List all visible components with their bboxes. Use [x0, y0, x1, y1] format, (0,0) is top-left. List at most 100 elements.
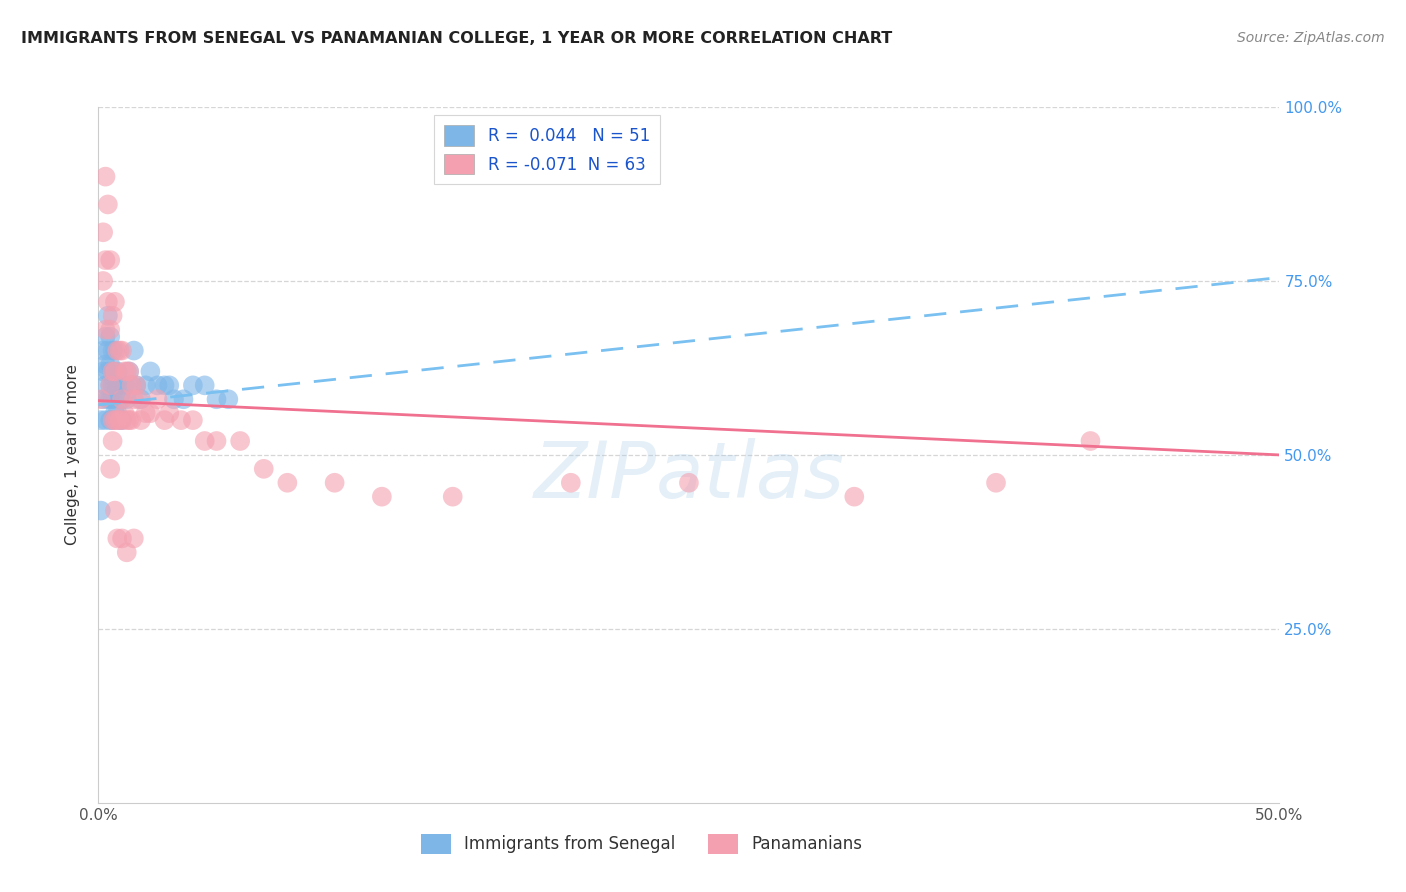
Point	[104, 406, 127, 420]
Point	[101, 364, 124, 378]
Point	[194, 378, 217, 392]
Point	[115, 545, 138, 559]
Point	[98, 462, 121, 476]
Point	[115, 413, 138, 427]
Point	[135, 406, 157, 420]
Point	[91, 392, 114, 407]
Point	[112, 364, 135, 378]
Point	[118, 364, 141, 378]
Point	[121, 378, 143, 392]
Point	[205, 434, 228, 448]
Point	[229, 434, 252, 448]
Point	[97, 343, 120, 358]
Point	[98, 253, 121, 268]
Point	[104, 294, 127, 309]
Point	[111, 392, 134, 407]
Text: IMMIGRANTS FROM SENEGAL VS PANAMANIAN COLLEGE, 1 YEAR OR MORE CORRELATION CHART: IMMIGRANTS FROM SENEGAL VS PANAMANIAN CO…	[21, 31, 893, 46]
Y-axis label: College, 1 year or more: College, 1 year or more	[65, 365, 80, 545]
Point	[205, 392, 228, 407]
Point	[128, 392, 150, 407]
Point	[121, 378, 143, 392]
Point	[104, 343, 127, 358]
Point	[276, 475, 298, 490]
Point	[98, 323, 121, 337]
Point	[104, 503, 127, 517]
Point	[104, 378, 127, 392]
Point	[844, 490, 866, 504]
Point	[122, 392, 145, 407]
Point	[94, 413, 117, 427]
Point	[560, 475, 582, 490]
Point	[105, 406, 128, 420]
Point	[98, 378, 121, 392]
Point	[105, 532, 128, 546]
Point	[105, 343, 128, 358]
Point	[98, 392, 121, 407]
Point	[97, 294, 120, 309]
Point	[97, 197, 120, 211]
Point	[90, 503, 112, 517]
Point	[118, 413, 141, 427]
Point	[122, 343, 145, 358]
Text: Source: ZipAtlas.com: Source: ZipAtlas.com	[1237, 31, 1385, 45]
Point	[139, 364, 162, 378]
Point	[678, 475, 700, 490]
Point	[97, 364, 120, 378]
Point	[94, 169, 117, 184]
Point	[90, 413, 112, 427]
Point	[108, 392, 131, 407]
Point	[984, 475, 1007, 490]
Point	[253, 462, 276, 476]
Point	[101, 434, 124, 448]
Point	[98, 358, 121, 372]
Point	[105, 413, 128, 427]
Point	[97, 392, 120, 407]
Point	[323, 475, 346, 490]
Point	[1080, 434, 1102, 448]
Point	[104, 413, 127, 427]
Point	[98, 413, 121, 427]
Point	[101, 413, 124, 427]
Point	[135, 378, 157, 392]
Point	[108, 413, 131, 427]
Point	[181, 378, 204, 392]
Point	[94, 358, 117, 372]
Point	[91, 225, 114, 239]
Point	[111, 343, 134, 358]
Point	[441, 490, 464, 504]
Point	[217, 392, 239, 407]
Point	[101, 364, 124, 378]
Point	[181, 413, 204, 427]
Point	[125, 378, 148, 392]
Point	[101, 392, 124, 407]
Point	[101, 378, 124, 392]
Point	[129, 413, 152, 427]
Point	[115, 392, 138, 407]
Point	[94, 329, 117, 343]
Point	[170, 413, 193, 427]
Point	[139, 406, 162, 420]
Point	[111, 413, 134, 427]
Point	[194, 434, 217, 448]
Point	[104, 364, 127, 378]
Point	[91, 364, 114, 378]
Point	[122, 532, 145, 546]
Point	[146, 378, 169, 392]
Point	[101, 343, 124, 358]
Point	[157, 378, 180, 392]
Point	[94, 323, 117, 337]
Point	[98, 378, 121, 392]
Point	[101, 413, 124, 427]
Point	[157, 406, 180, 420]
Point	[121, 413, 143, 427]
Point	[112, 406, 135, 420]
Point	[105, 364, 128, 378]
Point	[90, 392, 112, 407]
Point	[94, 253, 117, 268]
Point	[101, 309, 124, 323]
Point	[94, 378, 117, 392]
Point	[91, 343, 114, 358]
Point	[108, 343, 131, 358]
Point	[371, 490, 394, 504]
Point	[146, 392, 169, 407]
